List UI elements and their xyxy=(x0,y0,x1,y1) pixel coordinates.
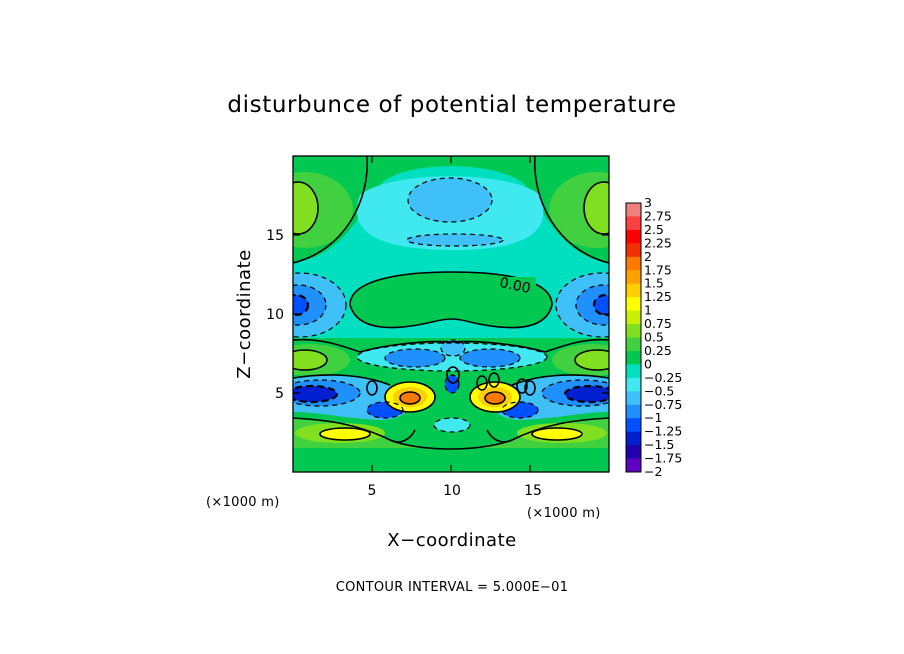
y-axis-title: Z−coordinate xyxy=(234,249,255,378)
mid-cold-center xyxy=(441,340,465,356)
colorbar-label: 2 xyxy=(644,249,652,264)
colorbar-swatch xyxy=(626,243,641,258)
colorbar-swatch xyxy=(626,203,641,217)
x-tick-labels: 5 10 15 xyxy=(368,483,542,499)
colorbar-frame xyxy=(625,202,642,473)
colorbar-swatch xyxy=(626,310,641,325)
colorbar-label: −0.5 xyxy=(644,383,674,398)
colorbar-label: 3 xyxy=(644,195,652,210)
colorbar-label: 2.25 xyxy=(644,235,672,250)
warm-core-left-inner xyxy=(400,392,420,404)
colorbar: 32.752.52.2521.751.51.2510.750.50.250−0.… xyxy=(625,195,682,479)
upper-thin-minimum xyxy=(407,234,503,246)
colorbar-label: −1.25 xyxy=(644,424,682,439)
warm-core-right-inner xyxy=(485,392,505,404)
colorbar-label: 2.5 xyxy=(644,222,664,237)
bottom-warm-right-core xyxy=(532,428,582,440)
colorbar-swatch xyxy=(626,418,641,433)
colorbar-label: 0.5 xyxy=(644,330,664,345)
corner-warm-right-core xyxy=(584,182,609,234)
contour-field xyxy=(293,156,609,472)
bottom-center-cool xyxy=(434,418,470,432)
contour-label: 0.00 xyxy=(498,275,532,297)
colorbar-label: −1.75 xyxy=(644,451,682,466)
mid-warm-right-core xyxy=(575,350,609,370)
colorbar-label: 1.25 xyxy=(644,289,672,304)
x-tick-label: 10 xyxy=(443,483,461,499)
colorbar-label: 1.75 xyxy=(644,262,672,277)
y-unit-label: (×1000 m) xyxy=(206,495,280,510)
colorbar-swatch xyxy=(626,350,641,365)
contour-label-bg xyxy=(494,277,536,293)
x-tick-label: 5 xyxy=(368,483,377,499)
colorbar-swatch xyxy=(626,297,641,311)
colorbar-label: 1.5 xyxy=(644,276,664,291)
side-cold-right-min xyxy=(594,295,609,315)
y-tick-label: 10 xyxy=(266,307,284,323)
x-tick-label: 15 xyxy=(524,483,542,499)
colorbar-label: −2 xyxy=(644,464,662,479)
chart-title: disturbunce of potential temperature xyxy=(227,92,676,118)
strong-dashed-contours xyxy=(293,293,609,404)
colorbar-label: 0 xyxy=(644,356,652,371)
y-tick-labels: 5 10 15 xyxy=(266,228,284,402)
colorbar-swatch xyxy=(626,229,641,244)
bottom-warm-left-core xyxy=(320,428,370,440)
side-cold-left-min xyxy=(293,295,308,315)
colorbar-swatch xyxy=(626,458,641,473)
upper-minimum xyxy=(408,178,492,222)
colorbar-swatch xyxy=(626,391,641,406)
x-unit-label: (×1000 m) xyxy=(527,506,601,521)
colorbar-swatch xyxy=(626,283,641,298)
colorbar-swatch xyxy=(626,377,641,392)
mid-warm-left-core xyxy=(293,350,327,370)
y-tick-label: 5 xyxy=(275,386,284,402)
colorbar-swatch xyxy=(626,256,641,271)
colorbar-swatch xyxy=(626,216,641,231)
x-axis-title: X−coordinate xyxy=(387,530,516,551)
mid-cold-left xyxy=(385,349,445,367)
colorbar-swatch xyxy=(626,337,641,352)
colorbar-label: −0.75 xyxy=(644,397,682,412)
colorbar-label: 2.75 xyxy=(644,208,672,223)
colorbar-label: −0.25 xyxy=(644,370,682,385)
corner-warm-left-core xyxy=(293,182,318,234)
colorbar-swatch xyxy=(626,431,641,446)
contour-interval-note: CONTOUR INTERVAL = 5.000E−01 xyxy=(336,580,569,595)
solid-contours xyxy=(293,156,609,450)
colorbar-swatch xyxy=(626,404,641,419)
colorbar-label: −1 xyxy=(644,410,662,425)
low-cold-right-min xyxy=(565,386,609,402)
axis-ticks xyxy=(293,156,609,472)
colorbar-swatch xyxy=(626,364,641,379)
colorbar-swatch xyxy=(626,270,641,285)
dashed-contours xyxy=(293,177,609,433)
mid-cold-right xyxy=(460,349,520,367)
colorbar-label: 1 xyxy=(644,303,652,318)
y-tick-label: 15 xyxy=(266,228,284,244)
colorbar-swatch xyxy=(626,324,641,338)
colorbar-label: 0.25 xyxy=(644,343,672,358)
colorbar-label: 0.75 xyxy=(644,316,672,331)
low-cold-left-min xyxy=(293,386,337,402)
bottom-warm-band xyxy=(293,418,609,449)
colorbar-label: −1.5 xyxy=(644,437,674,452)
colorbar-swatch xyxy=(626,445,641,459)
